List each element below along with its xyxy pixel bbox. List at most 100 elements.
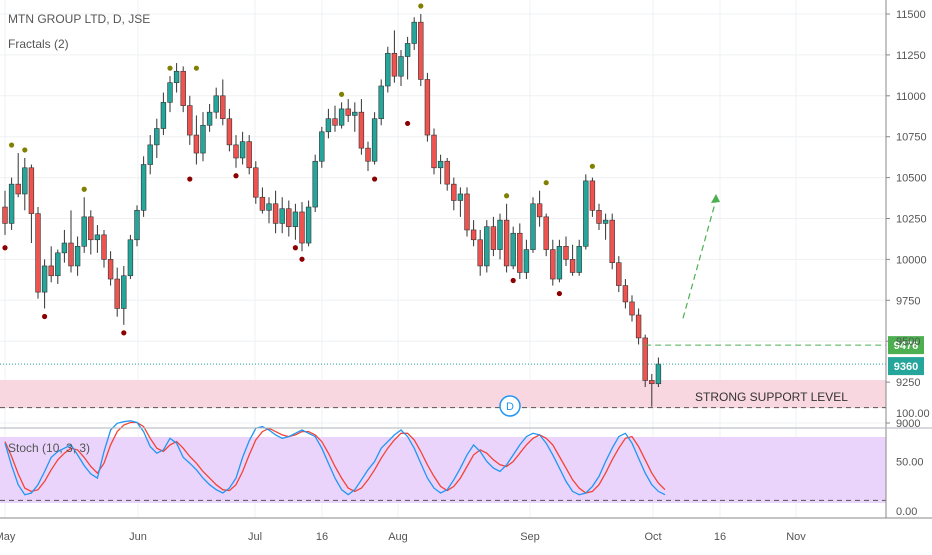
candle	[8, 177, 15, 230]
candle	[68, 210, 74, 273]
last-price-badge: 9360	[894, 361, 918, 373]
candle-body-up	[173, 70, 180, 84]
candle	[332, 105, 338, 132]
candle-body-up	[239, 141, 246, 159]
candle-body-down	[180, 70, 186, 106]
candle-body-down	[470, 229, 477, 241]
candle	[629, 295, 635, 322]
candle-body-down	[424, 79, 431, 136]
candle-body-down	[226, 118, 233, 146]
dividend-marker[interactable]: D	[499, 395, 521, 417]
x-tick-label: 16	[316, 531, 328, 543]
candle-body-up	[371, 118, 378, 162]
candle-body-up	[167, 82, 173, 103]
stoch-k-line	[4, 420, 666, 496]
candle	[444, 157, 450, 191]
candle	[305, 200, 312, 247]
candle-body-up	[437, 160, 444, 169]
symbol-title: MTN GROUP LTD, D, JSE	[8, 12, 150, 26]
candle	[550, 239, 556, 286]
candle	[622, 279, 629, 309]
candle-body-down	[299, 211, 305, 244]
x-tick-label: May	[0, 531, 16, 543]
projection-arrow-line	[682, 199, 717, 319]
candle	[107, 251, 114, 286]
candle-body-down	[272, 203, 279, 224]
fractal-down-marker	[510, 277, 516, 284]
candle-body-up	[81, 216, 87, 247]
y-tick-label: 10000	[896, 254, 927, 266]
candle-body-down	[28, 167, 35, 214]
x-tick-label: 16	[714, 531, 726, 543]
stoch-tick-label: 100.00	[896, 408, 930, 420]
candle	[292, 203, 299, 240]
fractal-up-marker	[9, 142, 15, 148]
candle-body-up	[154, 128, 160, 146]
candle-body-up	[556, 246, 563, 280]
candle	[385, 46, 391, 93]
candle	[543, 213, 549, 257]
candle	[239, 131, 246, 165]
candle	[345, 99, 351, 122]
candle	[325, 108, 332, 139]
candle-body-down	[391, 52, 398, 77]
candle	[94, 225, 101, 253]
candle	[121, 265, 127, 325]
x-tick-label: Nov	[786, 531, 806, 543]
candle	[266, 197, 272, 224]
candle	[642, 334, 648, 388]
dividend-circle	[499, 395, 521, 417]
candle	[635, 308, 642, 345]
candle	[140, 156, 147, 217]
candle-body-down	[246, 141, 252, 169]
candle	[536, 190, 543, 227]
candle	[134, 205, 140, 247]
candle	[233, 135, 239, 168]
fractal-down-marker	[292, 245, 298, 251]
candle	[523, 239, 530, 280]
candle-body-down	[233, 144, 239, 159]
candle-body-up	[206, 111, 213, 126]
candle-body-up	[61, 242, 68, 254]
target-price-badge: 9476	[894, 340, 918, 352]
y-tick-label: 10750	[896, 132, 927, 144]
candle-body-up	[484, 226, 490, 267]
candle	[187, 95, 193, 145]
candle	[81, 197, 87, 253]
candle-body-up	[325, 118, 332, 133]
candle	[424, 72, 431, 142]
candle-body-down	[569, 259, 576, 273]
y-tick-label: 9250	[896, 377, 920, 389]
candle	[173, 63, 180, 93]
candle	[569, 244, 576, 276]
candle	[2, 190, 8, 235]
candle-body-down	[431, 134, 437, 169]
candle-body-down	[649, 380, 655, 385]
candle-body-down	[642, 337, 648, 381]
stoch-band	[0, 437, 886, 503]
fractal-up-marker	[193, 65, 199, 71]
fractal-up-marker	[543, 180, 549, 186]
candle	[167, 76, 173, 113]
fractal-up-marker	[504, 193, 510, 199]
candle	[206, 103, 213, 132]
candle-body-down	[464, 193, 470, 231]
candle	[220, 79, 226, 126]
candle	[477, 229, 483, 276]
candle-body-up	[22, 167, 28, 195]
candle-body-down	[193, 134, 200, 154]
candle-body-up	[385, 52, 391, 87]
candle	[490, 216, 497, 257]
x-tick-label: Jun	[129, 531, 147, 543]
candle-body-up	[411, 21, 417, 44]
candle-body-down	[15, 183, 21, 195]
candle	[22, 157, 28, 211]
candle	[154, 118, 160, 158]
candle	[28, 164, 35, 244]
candle-body-up	[457, 193, 464, 201]
candle-body-down	[629, 301, 635, 316]
candle	[15, 153, 21, 198]
candle	[35, 207, 41, 299]
